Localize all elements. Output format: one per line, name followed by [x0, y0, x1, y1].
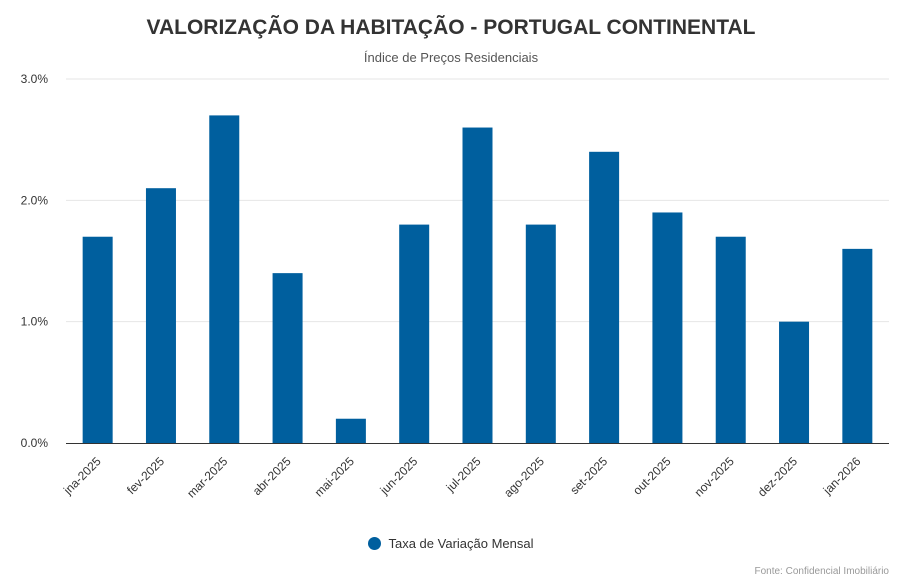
bar-jan-2026[interactable]	[842, 248, 873, 443]
bar-ago-2025[interactable]	[525, 224, 556, 443]
bars	[82, 115, 873, 444]
bar-jun-2025[interactable]	[399, 224, 430, 443]
credits-source[interactable]: Fonte: Confidencial Imobiliário	[754, 566, 889, 577]
y-tick-label: 1.0%	[21, 315, 49, 329]
x-tick-label: mai-2025	[312, 454, 358, 500]
legend-item-series[interactable]: Taxa de Variação Mensal	[368, 536, 534, 551]
x-tick-label: dez-2025	[755, 454, 801, 500]
legend-marker-icon	[368, 537, 382, 550]
x-tick-label: mar-2025	[184, 454, 230, 500]
y-axis-labels: 0.0% 1.0% 2.0% 3.0%	[21, 72, 49, 450]
y-tick-label: 3.0%	[21, 72, 49, 86]
legend: Taxa de Variação Mensal	[0, 536, 902, 553]
x-tick-label: out-2025	[630, 454, 674, 498]
x-tick-label: jna-2025	[60, 454, 104, 498]
bar-jna-2025[interactable]	[82, 236, 113, 443]
legend-label: Taxa de Variação Mensal	[388, 536, 534, 551]
y-tick-label: 0.0%	[21, 436, 49, 450]
x-tick-label: set-2025	[567, 454, 610, 497]
chart-subtitle: Índice de Preços Residenciais	[363, 50, 539, 65]
x-axis-labels: jna-2025 fev-2025 mar-2025 abr-2025 mai-2025…	[60, 454, 864, 500]
x-tick-label: fev-2025	[124, 454, 167, 497]
x-tick-label: jan-2026	[820, 454, 864, 498]
bar-out-2025[interactable]	[652, 212, 683, 443]
chart-title: VALORIZAÇÃO DA HABITAÇÃO - PORTUGAL CONT…	[146, 16, 756, 39]
x-tick-label: jun-2025	[377, 454, 421, 498]
bar-set-2025[interactable]	[589, 151, 620, 444]
bar-mai-2025[interactable]	[335, 418, 366, 443]
bar-fev-2025[interactable]	[145, 188, 176, 443]
x-tick-label: ago-2025	[501, 454, 547, 500]
x-tick-label: nov-2025	[692, 454, 738, 500]
bar-nov-2025[interactable]	[715, 236, 746, 443]
x-tick-label: jul-2025	[443, 454, 484, 495]
bar-mar-2025[interactable]	[209, 115, 240, 444]
bar-jul-2025[interactable]	[462, 127, 493, 444]
bar-abr-2025[interactable]	[272, 273, 303, 443]
bar-dez-2025[interactable]	[779, 321, 810, 443]
x-tick-label: abr-2025	[250, 454, 294, 498]
y-tick-label: 2.0%	[21, 193, 49, 207]
